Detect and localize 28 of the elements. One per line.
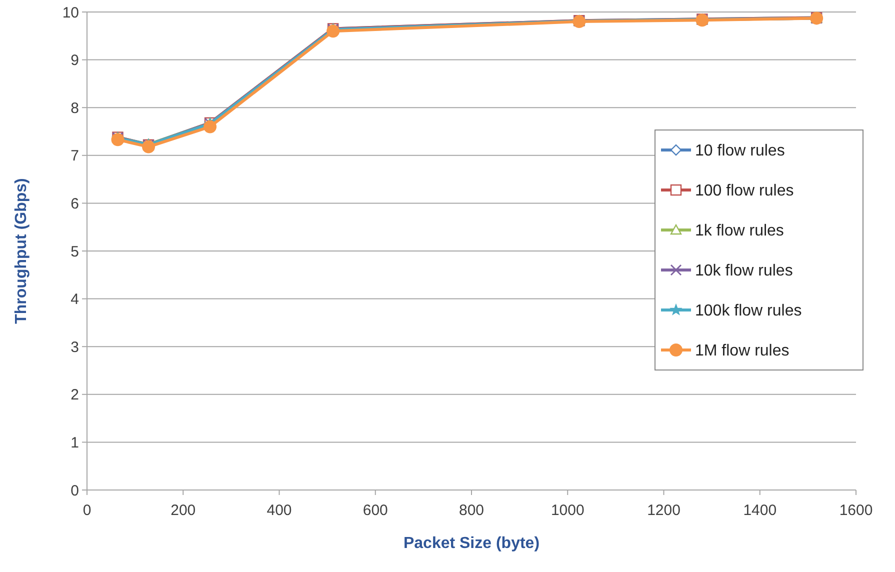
x-tick-label: 0 xyxy=(82,502,92,519)
y-tick-label: 2 xyxy=(70,386,79,404)
x-tick-label: 1000 xyxy=(550,502,584,519)
y-tick-label: 8 xyxy=(70,100,79,117)
x-tick-label: 600 xyxy=(362,502,388,519)
legend-label: 10k flow rules xyxy=(695,262,793,280)
y-tick-label: 0 xyxy=(70,482,79,500)
y-tick-label: 5 xyxy=(70,243,79,260)
legend-label: 1M flow rules xyxy=(695,342,790,360)
y-tick-label: 9 xyxy=(70,52,79,70)
x-tick-label: 1600 xyxy=(839,502,873,519)
legend-label: 100 flow rules xyxy=(695,182,794,200)
x-tick-label: 1400 xyxy=(743,502,777,519)
x-tick-label: 200 xyxy=(170,502,196,519)
legend-label: 100k flow rules xyxy=(695,302,802,320)
y-tick-label: 4 xyxy=(70,291,79,308)
x-tick-label: 1200 xyxy=(647,502,680,519)
y-tick-label: 3 xyxy=(70,338,79,356)
legend-label: 10 flow rules xyxy=(695,142,785,160)
y-tick-label: 1 xyxy=(70,434,79,452)
x-axis-title: Packet Size (byte) xyxy=(403,535,540,552)
y-axis-title: Throughput (Gbps) xyxy=(13,178,30,324)
y-tick-label: 10 xyxy=(62,4,79,22)
y-tick-label: 6 xyxy=(70,195,79,212)
x-tick-label: 800 xyxy=(458,502,484,519)
x-tick-label: 400 xyxy=(266,502,292,519)
legend-label: 1k flow rules xyxy=(695,222,784,240)
y-tick-label: 7 xyxy=(70,148,79,165)
